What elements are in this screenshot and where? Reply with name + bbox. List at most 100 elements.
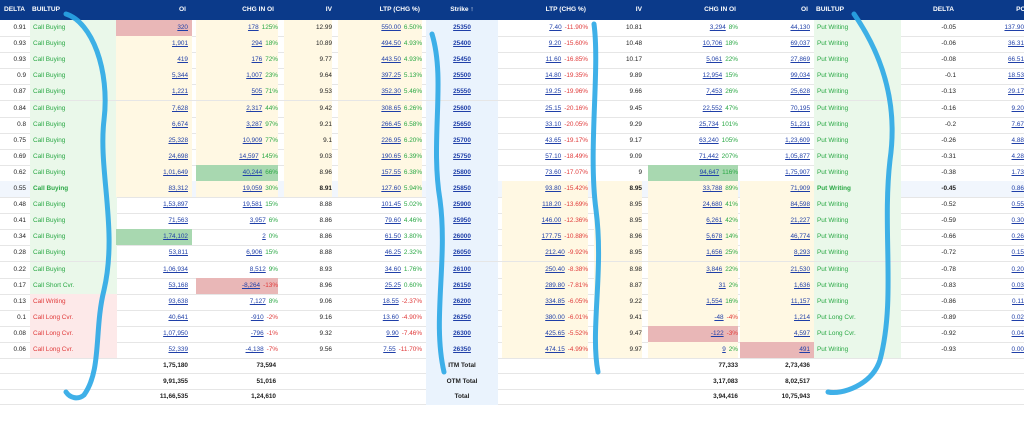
ltp-call-value[interactable]: 79.60 xyxy=(384,217,401,225)
ltp-put-value[interactable]: 118.20 xyxy=(542,201,562,209)
oi-call[interactable]: 71,563 xyxy=(168,217,188,225)
oi-put[interactable]: 44,130 xyxy=(790,24,810,31)
strike[interactable]: 25350 xyxy=(426,20,498,36)
strike[interactable]: 25650 xyxy=(426,116,498,133)
ltp-call-value[interactable]: 494.50 xyxy=(381,40,401,48)
chg-oi-call-value[interactable]: 3,957 xyxy=(249,217,266,225)
chg-oi-put-value[interactable]: 33,788 xyxy=(702,185,723,192)
oi-call[interactable]: 25,328 xyxy=(116,132,192,149)
oi-put[interactable]: 71,909 xyxy=(740,181,814,197)
chg-oi-put-value[interactable]: 12,954 xyxy=(702,72,723,80)
table-row[interactable]: 0.1 Call Long Cvr. 40,641 -910 -2% 9.16 13.60-… xyxy=(0,309,1024,327)
ltp-put-value[interactable]: 19.25 xyxy=(545,88,562,96)
ltp-put-value[interactable]: 33.10 xyxy=(545,120,562,128)
pcr[interactable]: 1.73 xyxy=(1011,168,1024,176)
chg-oi-put-value[interactable]: 3,294 xyxy=(709,24,726,31)
col-iv[interactable]: IV xyxy=(325,6,332,13)
col-iv-put[interactable]: IV xyxy=(635,6,642,13)
chg-oi-call-value[interactable]: 8,512 xyxy=(249,265,266,273)
oi-put[interactable]: 1,05,877 xyxy=(785,152,810,160)
chg-oi-put-value[interactable]: 94,647 xyxy=(699,168,720,176)
oi-put[interactable]: 27,869 xyxy=(790,56,810,64)
ltp-put-value[interactable]: 146.00 xyxy=(541,217,562,225)
oi-call[interactable]: 1,07,950 xyxy=(163,329,188,337)
strike[interactable]: 25400 xyxy=(426,36,498,53)
oi-put[interactable]: 1,75,907 xyxy=(785,168,810,176)
oi-call[interactable]: 24,698 xyxy=(116,148,192,165)
oi-put[interactable]: 1,23,609 xyxy=(785,136,810,144)
oi-call[interactable]: 1,01,649 xyxy=(116,164,192,181)
chg-oi-put-value[interactable]: 7,453 xyxy=(706,88,723,96)
table-row[interactable]: 0.41 Call Buying 71,563 3,957 6% 8.86 79.60 4.4… xyxy=(0,213,1024,231)
oi-call[interactable]: 53,168 xyxy=(168,281,188,289)
table-row[interactable]: 0.48 Call Buying 1,53,897 19,581 15% 8.88 101.… xyxy=(0,197,1024,215)
ltp-call-value[interactable]: 443.50 xyxy=(381,56,401,64)
ltp-call-value[interactable]: 352.30 xyxy=(381,88,401,96)
ltp-put-value[interactable]: 57.10 xyxy=(545,152,562,160)
ltp-call-value[interactable]: 13.60 xyxy=(382,313,399,321)
pcr[interactable]: 0.30 xyxy=(1011,217,1024,225)
pcr[interactable]: 0.55 xyxy=(1011,201,1024,209)
chg-oi-call-value[interactable]: 6,906 xyxy=(246,249,263,257)
strike[interactable]: 26150 xyxy=(426,277,498,294)
pcr[interactable]: 0.03 xyxy=(1011,281,1024,289)
table-row[interactable]: 0.13 Call Writing 93,638 7,127 8% 9.06 18.55 -2… xyxy=(0,293,1024,311)
ltp-put-value[interactable]: 14.80 xyxy=(545,72,562,80)
oi-put[interactable]: 70,195 xyxy=(790,104,810,112)
table-row[interactable]: 0.9 Call Buying 5,344 1,007 23% 9.64 397.25 5.1… xyxy=(0,68,1024,86)
col-oi-put[interactable]: OI xyxy=(801,6,808,13)
chg-oi-put-value[interactable]: 1,656 xyxy=(706,249,723,257)
oi-put[interactable]: 51,231 xyxy=(790,120,810,128)
pcr[interactable]: 36.31 xyxy=(1008,40,1024,48)
chg-oi-put-value[interactable]: 6,261 xyxy=(706,217,723,225)
ltp-put-value[interactable]: 9.20 xyxy=(548,40,562,48)
chg-oi-put-value[interactable]: -48 xyxy=(714,313,724,321)
chg-oi-call-value[interactable]: 19,059 xyxy=(242,185,263,192)
ltp-put-value[interactable]: 425.65 xyxy=(545,329,565,337)
ltp-put-value[interactable]: 380.00 xyxy=(545,313,565,321)
strike[interactable]: 25850 xyxy=(426,181,498,197)
strike[interactable]: 26000 xyxy=(426,229,498,246)
oi-put[interactable]: 4,597 xyxy=(740,325,814,342)
table-row[interactable]: 0.93 Call Buying 419 176 72% 9.77 443.50 4.93% 2… xyxy=(0,52,1024,70)
chg-oi-put-value[interactable]: 10,706 xyxy=(702,40,723,48)
col-pcr[interactable]: PCR xyxy=(1016,6,1024,13)
pcr[interactable]: 0.02 xyxy=(1011,313,1024,321)
table-row[interactable]: 0.28 Call Buying 53,811 6,906 15% 8.88 46.25 2.… xyxy=(0,245,1024,263)
oi-put[interactable]: 21,530 xyxy=(740,261,814,278)
oi-put[interactable]: 99,034 xyxy=(790,72,810,80)
ltp-call-value[interactable]: 34.60 xyxy=(384,265,401,273)
ltp-call-value[interactable]: 101.45 xyxy=(381,201,401,209)
strike[interactable]: 25500 xyxy=(426,68,498,85)
oi-put[interactable]: 1,636 xyxy=(740,277,814,294)
oi-call[interactable]: 52,339 xyxy=(168,346,188,353)
oi-put[interactable]: 69,037 xyxy=(790,40,810,48)
strike[interactable]: 25550 xyxy=(426,84,498,101)
oi-call[interactable]: 1,53,897 xyxy=(163,201,188,209)
pcr[interactable]: 137.90 xyxy=(1004,24,1024,31)
chg-oi-call-value[interactable]: 2 xyxy=(262,233,266,241)
chg-oi-call-value[interactable]: 40,244 xyxy=(242,168,263,176)
table-row[interactable]: 0.75 Call Buying 25,328 10,909 77% 9.1 226.95 6… xyxy=(0,132,1024,150)
ltp-put-value[interactable]: 212.40 xyxy=(545,249,565,257)
table-row[interactable]: 0.84 Call Buying 7,628 2,317 44% 9.42 308.65 6.… xyxy=(0,100,1024,118)
ltp-put-value[interactable]: 289.80 xyxy=(545,281,565,289)
ltp-call-value[interactable]: 397.25 xyxy=(381,72,401,80)
table-row[interactable]: 0.55 Call Buying 83,312 19,059 30% 8.91 127.60… xyxy=(0,181,1024,198)
ltp-call-value[interactable]: 25.25 xyxy=(384,281,401,289)
chg-oi-put-value[interactable]: 31 xyxy=(718,281,726,289)
oi-put[interactable]: 1,214 xyxy=(740,309,814,326)
ltp-put-value[interactable]: 43.65 xyxy=(545,136,562,144)
oi-call[interactable]: 7,628 xyxy=(116,100,192,117)
oi-put[interactable]: 11,157 xyxy=(740,293,814,310)
chg-oi-call-value[interactable]: 178 xyxy=(247,24,259,31)
pcr[interactable]: 0.15 xyxy=(1011,249,1024,257)
col-chg-oi-put[interactable]: CHG IN OI xyxy=(704,6,736,13)
pcr[interactable]: 4.28 xyxy=(1011,152,1024,160)
chg-oi-call-value[interactable]: -8,264 xyxy=(241,281,261,289)
strike[interactable]: 25750 xyxy=(426,148,498,165)
strike[interactable]: 26050 xyxy=(426,245,498,262)
ltp-put-value[interactable]: 177.75 xyxy=(541,233,562,241)
chg-oi-put-value[interactable]: 22,552 xyxy=(702,104,723,112)
oi-put[interactable]: 84,598 xyxy=(740,197,814,214)
